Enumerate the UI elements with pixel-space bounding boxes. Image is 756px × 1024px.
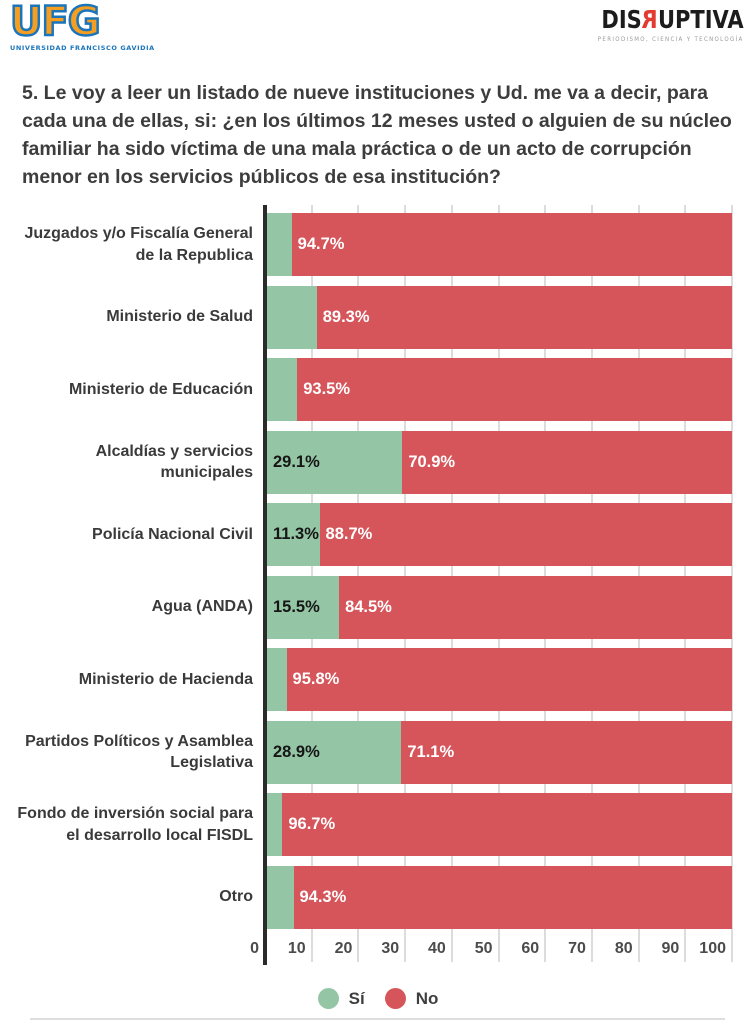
category-label: Fondo de inversión social para el desarr… bbox=[17, 805, 253, 844]
value-label-no: 93.5% bbox=[303, 380, 351, 398]
category-label: Ministerio de Hacienda bbox=[78, 670, 253, 688]
bar-segment-si bbox=[267, 213, 292, 276]
value-label-no: 70.9% bbox=[408, 452, 456, 471]
value-label-si: 11.3% bbox=[273, 525, 319, 543]
bar-segment-no: 96.7% bbox=[282, 793, 732, 856]
value-label-si: 28.9% bbox=[273, 742, 320, 761]
x-tick-label: 100 bbox=[699, 940, 726, 957]
category-label: Alcaldías y servicios municipales bbox=[95, 442, 253, 481]
x-tick-label: 40 bbox=[428, 940, 446, 957]
x-axis-baseline bbox=[263, 205, 267, 965]
bar-segment-no: 84.5% bbox=[339, 575, 732, 639]
value-label-no: 84.5% bbox=[345, 597, 392, 616]
value-label-si: 29.1% bbox=[273, 452, 320, 471]
x-tick-label: 60 bbox=[521, 940, 540, 957]
bar-segment-si: 28.9% bbox=[267, 720, 402, 784]
bar-row: 28.9% 71.1% bbox=[267, 720, 732, 784]
bar-segment-no: 94.3% bbox=[293, 865, 732, 929]
value-label-no: 89.3% bbox=[322, 307, 370, 326]
ufg-logo: UFG UNIVERSIDAD FRANCISCO GAVIDIA bbox=[9, 0, 155, 52]
bar-segment-si: 29.1% bbox=[267, 430, 403, 494]
disruptiva-logo: DISRUPTIVA PERIODISMO, CIENCIA Y TECNOLO… bbox=[598, 5, 744, 43]
legend-swatch-no-icon bbox=[384, 988, 406, 1009]
bar-segment-si bbox=[267, 648, 287, 711]
disruptiva-logo-subtext: PERIODISMO, CIENCIA Y TECNOLOGÍA bbox=[598, 35, 744, 43]
legend-label-no: No bbox=[415, 988, 439, 1008]
bar-segment-no: 93.5% bbox=[297, 358, 732, 421]
bar-segment-si: 15.5% bbox=[267, 575, 340, 639]
bar-row: 95.8% bbox=[267, 648, 732, 711]
legend-label-si: Sí bbox=[348, 988, 365, 1008]
ufg-logo-subtext: UNIVERSIDAD FRANCISCO GAVIDIA bbox=[10, 44, 155, 52]
x-tick-label: 0 bbox=[250, 940, 259, 957]
x-tick-label: 50 bbox=[474, 940, 493, 957]
disruptiva-suffix: UPTIVA bbox=[658, 5, 744, 34]
category-label: Ministerio de Educación bbox=[68, 380, 253, 398]
chart: 0 10 20 30 40 50 60 70 80 90 100 Juzgados y/o Fisca… bbox=[0, 205, 756, 965]
x-gridline bbox=[731, 205, 733, 962]
legend: Sí No bbox=[0, 988, 756, 1009]
bar-row: 89.3% bbox=[267, 285, 732, 349]
bar-row: 11.3% 88.7% bbox=[267, 503, 732, 566]
value-label-no: 95.8% bbox=[292, 670, 340, 688]
bar-segment-si: 11.3% bbox=[267, 503, 320, 566]
bar-segment-si bbox=[267, 285, 317, 349]
legend-item-no: No bbox=[384, 988, 439, 1009]
x-tick-label: 30 bbox=[381, 940, 400, 957]
value-label-si: 15.5% bbox=[273, 597, 320, 616]
disruptiva-prefix: DIS bbox=[601, 5, 643, 34]
category-label: Juzgados y/o Fiscalía General de la Repu… bbox=[24, 225, 253, 264]
category-label: Ministerio de Salud bbox=[106, 308, 253, 326]
bar-segment-no: 70.9% bbox=[402, 430, 732, 494]
bar-row: 29.1% 70.9% bbox=[267, 430, 732, 494]
bottom-divider bbox=[30, 1018, 725, 1020]
value-label-no: 71.1% bbox=[407, 742, 455, 761]
x-tick-label: 10 bbox=[287, 940, 306, 957]
legend-swatch-si-icon bbox=[317, 988, 339, 1009]
x-tick-label: 70 bbox=[568, 940, 586, 957]
x-tick-label: 80 bbox=[614, 940, 633, 957]
bar-segment-no: 95.8% bbox=[286, 648, 732, 711]
x-tick-label: 20 bbox=[334, 940, 353, 957]
bar-segment-no: 89.3% bbox=[316, 285, 732, 349]
bar-segment-si bbox=[267, 358, 298, 421]
bar-segment-no: 71.1% bbox=[401, 720, 732, 784]
value-label-no: 88.7% bbox=[325, 525, 373, 543]
legend-item-si: Sí bbox=[317, 988, 365, 1009]
bar-row: 94.7% bbox=[267, 213, 732, 276]
chart-title: 5. Le voy a leer un listado de nueve ins… bbox=[22, 82, 732, 188]
value-label-no: 96.7% bbox=[288, 815, 336, 833]
bar-row: 96.7% bbox=[267, 793, 732, 856]
category-label: Agua (ANDA) bbox=[151, 598, 253, 616]
bar-segment-no: 94.7% bbox=[291, 213, 732, 276]
value-label-no: 94.3% bbox=[299, 887, 347, 906]
bar-row: 94.3% bbox=[267, 865, 732, 929]
bar-segment-si bbox=[267, 865, 294, 929]
bar-row: 93.5% bbox=[267, 358, 732, 421]
bar-row: 15.5% 84.5% bbox=[267, 575, 732, 639]
disruptiva-logo-text: DISRUPTIVA bbox=[598, 5, 744, 34]
value-label-no: 94.7% bbox=[297, 235, 345, 253]
category-label: Otro bbox=[219, 888, 253, 906]
category-label: Partidos Políticos y Asamblea Legislativ… bbox=[25, 732, 253, 771]
bar-segment-si bbox=[267, 793, 283, 856]
ufg-logo-text: UFG bbox=[9, 0, 102, 45]
bar-segment-no: 88.7% bbox=[319, 503, 732, 566]
category-label: Policía Nacional Civil bbox=[92, 525, 253, 543]
disruptiva-reversed-r: R bbox=[642, 5, 659, 34]
x-tick-label: 90 bbox=[661, 940, 680, 957]
